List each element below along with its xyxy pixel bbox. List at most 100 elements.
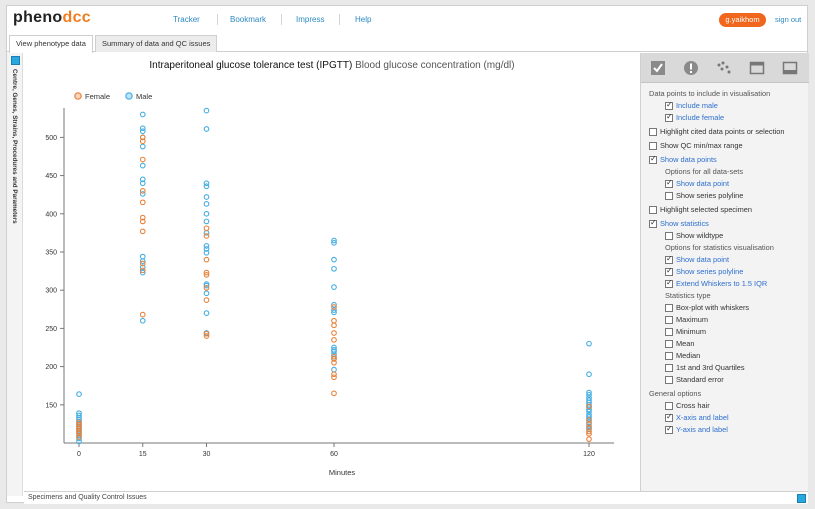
y-tick-label: 500 <box>45 135 57 142</box>
data-point <box>76 391 82 397</box>
checkbox-icon[interactable] <box>650 60 666 76</box>
options-heading-label: Statistics type <box>665 291 711 300</box>
logo[interactable]: phenodcc <box>13 9 91 27</box>
data-point <box>331 237 337 244</box>
data-point <box>331 265 337 272</box>
x-tick-label: 30 <box>203 451 211 458</box>
option-label[interactable]: Minimum <box>676 327 706 336</box>
sign-out-link[interactable]: sign out <box>775 15 802 24</box>
option-label[interactable]: Show wildtype <box>676 231 724 240</box>
checkbox[interactable] <box>649 154 657 164</box>
option-label[interactable]: Y-axis and label <box>676 425 728 434</box>
checkbox[interactable] <box>665 232 673 240</box>
option-label[interactable]: Include male <box>676 101 718 110</box>
legend-marker <box>125 92 133 100</box>
data-point <box>203 194 210 200</box>
expand-panel-icon[interactable] <box>11 56 20 65</box>
data-point <box>76 430 82 437</box>
data-point <box>203 225 210 232</box>
checkbox[interactable] <box>665 304 673 312</box>
checkbox[interactable] <box>665 192 673 200</box>
option-label[interactable]: Box-plot with whiskers <box>676 303 750 312</box>
option-label[interactable]: Show QC min/max range <box>660 141 743 150</box>
y-tick-label: 400 <box>45 211 57 218</box>
scatter-dots-icon[interactable] <box>716 60 732 76</box>
option-label[interactable]: Show series polyline <box>676 191 744 200</box>
option-label[interactable]: Highlight cited data points or selection <box>660 127 785 136</box>
tab-view-phenotype-data[interactable]: View phenotype data <box>9 35 93 53</box>
option-label[interactable]: Median <box>676 351 701 360</box>
data-point <box>203 243 210 249</box>
legend-label: Female <box>85 92 110 101</box>
checkbox[interactable] <box>665 376 673 384</box>
option-label[interactable]: Maximum <box>676 315 709 324</box>
checkbox[interactable] <box>665 278 673 288</box>
data-point <box>76 419 82 426</box>
checkbox[interactable] <box>665 100 673 110</box>
checkbox[interactable] <box>649 142 657 150</box>
nav-help[interactable]: Help <box>355 15 372 24</box>
nav-impress[interactable]: Impress <box>296 15 325 24</box>
option-label[interactable]: Show data point <box>676 255 730 264</box>
window-icon[interactable] <box>749 60 765 76</box>
checkbox[interactable] <box>665 352 673 360</box>
data-point <box>139 176 146 183</box>
option-label[interactable]: Highlight selected specimen <box>660 205 753 214</box>
checkbox[interactable] <box>665 424 673 434</box>
checkbox[interactable] <box>649 206 657 214</box>
data-point <box>586 397 592 404</box>
option-label[interactable]: Show data point <box>676 179 730 188</box>
data-point <box>331 359 337 366</box>
checkbox[interactable] <box>665 328 673 336</box>
x-tick-label: 15 <box>139 451 147 458</box>
data-point <box>203 183 210 190</box>
visualisation-options-panel: Data points to include in visualisation I… <box>640 53 809 496</box>
scatter-plot[interactable]: 150 200 250 300 350 400 450 500 0 15 30 60 120 Minute… <box>24 53 640 491</box>
option-label[interactable]: Extend Whiskers to 1.5 IQR <box>676 279 768 288</box>
option-label[interactable]: Show statistics <box>660 219 709 228</box>
checkbox[interactable] <box>665 412 673 422</box>
data-point <box>586 417 592 423</box>
data-point <box>586 395 592 401</box>
data-point <box>139 228 146 235</box>
panel-icon[interactable] <box>782 60 798 76</box>
checkbox[interactable] <box>665 178 673 188</box>
data-point <box>139 138 146 145</box>
checkbox[interactable] <box>649 218 657 228</box>
user-badge[interactable]: g.yaikhom <box>719 13 766 27</box>
checkbox[interactable] <box>665 316 673 324</box>
nav-divider <box>339 14 340 25</box>
option-label[interactable]: 1st and 3rd Quartiles <box>676 363 745 372</box>
data-point <box>139 253 146 260</box>
option-label[interactable]: Show data points <box>660 155 717 164</box>
data-point <box>586 411 592 418</box>
specimen-selection-panel[interactable]: Centre, Genes, Strains, Procedures and P… <box>7 53 23 496</box>
data-point <box>586 428 592 435</box>
checkbox[interactable] <box>665 340 673 348</box>
nav-tracker[interactable]: Tracker <box>173 15 200 24</box>
checkbox[interactable] <box>665 254 673 264</box>
nav-bookmark[interactable]: Bookmark <box>230 15 267 24</box>
data-point <box>203 201 210 207</box>
option-label[interactable]: Include female <box>676 113 725 122</box>
option-label[interactable]: Mean <box>676 339 695 348</box>
option-label[interactable]: Cross hair <box>676 401 710 410</box>
data-point <box>139 317 146 324</box>
tab-summary-qc[interactable]: Summary of data and QC issues <box>95 35 218 52</box>
checkbox[interactable] <box>665 266 673 276</box>
data-point <box>586 424 592 431</box>
data-point <box>586 403 592 410</box>
checkbox[interactable] <box>665 364 673 372</box>
alert-icon[interactable] <box>683 60 699 76</box>
option-label[interactable]: Standard error <box>676 375 724 384</box>
option-label[interactable]: X-axis and label <box>676 413 729 422</box>
expand-footer-icon[interactable] <box>797 494 806 503</box>
options-heading-label: Options for statistics visualisation <box>665 243 774 252</box>
chart-title-sub: Blood glucose concentration (mg/dl) <box>355 60 515 71</box>
checkbox[interactable] <box>665 112 673 122</box>
checkbox[interactable] <box>665 402 673 410</box>
checkbox[interactable] <box>649 128 657 136</box>
data-point <box>331 304 337 310</box>
option-label[interactable]: Show series polyline <box>676 267 744 276</box>
x-tick-label: 60 <box>330 451 338 458</box>
